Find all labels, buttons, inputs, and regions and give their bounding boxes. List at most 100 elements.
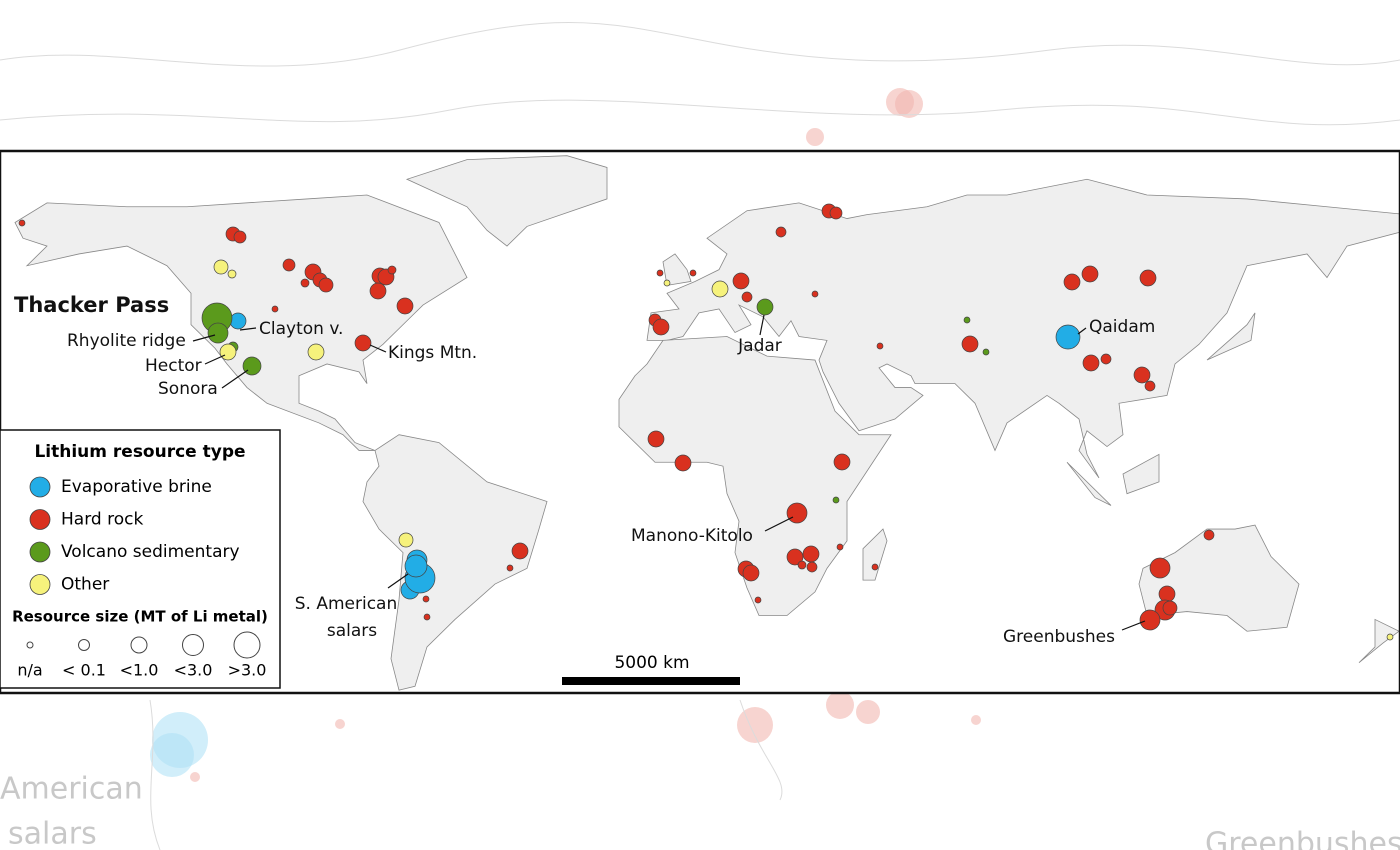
ghost-deposit xyxy=(737,707,773,743)
deposit xyxy=(387,265,397,275)
site-label: Clayton v. xyxy=(259,319,343,339)
deposit xyxy=(711,280,729,298)
site-label: Sonora xyxy=(158,379,218,399)
deposit xyxy=(300,278,310,288)
legend-size-swatch xyxy=(78,639,90,651)
ghost-deposit xyxy=(335,719,345,729)
ghost-coast xyxy=(0,22,1400,67)
deposit xyxy=(227,269,237,279)
deposit xyxy=(506,564,514,572)
deposit xyxy=(876,342,884,350)
ghost-label: salars xyxy=(8,817,97,850)
ghost-label: American xyxy=(0,772,143,807)
legend-swatch xyxy=(29,574,51,595)
scale-bar xyxy=(562,677,740,685)
ghost-deposit xyxy=(150,733,194,777)
leader-line xyxy=(221,369,249,389)
leader-line xyxy=(239,327,257,331)
ghost-deposit xyxy=(806,128,824,146)
deposit xyxy=(1139,609,1161,631)
deposit xyxy=(1063,273,1081,291)
deposit xyxy=(652,318,670,336)
deposit xyxy=(797,560,807,570)
legend-size-label: <1.0 xyxy=(120,661,159,680)
leader-line xyxy=(764,516,794,532)
legend-size-title: Resource size (MT of Li metal) xyxy=(12,608,268,626)
legend-size-label: < 0.1 xyxy=(62,661,106,680)
deposit xyxy=(663,279,671,287)
deposit xyxy=(775,226,787,238)
deposit xyxy=(963,316,971,324)
landmass xyxy=(862,528,888,581)
deposit xyxy=(229,312,247,330)
deposit xyxy=(233,230,247,244)
leader-line xyxy=(1121,620,1146,631)
leader-line xyxy=(759,314,765,336)
legend-size-swatch xyxy=(26,641,34,649)
scale-bar-label: 5000 km xyxy=(614,653,689,673)
legend-label: Other xyxy=(61,575,109,595)
deposit xyxy=(1082,354,1100,372)
landmass xyxy=(618,336,892,616)
deposit xyxy=(829,206,843,220)
deposit xyxy=(422,595,430,603)
legend-size-swatch xyxy=(130,636,148,654)
deposit xyxy=(982,348,990,356)
ghost-coast xyxy=(0,99,1400,126)
deposit xyxy=(1100,353,1112,365)
landmass xyxy=(646,178,1400,479)
deposit xyxy=(1162,600,1178,616)
deposit xyxy=(369,282,387,300)
landmass xyxy=(405,155,608,247)
landmass xyxy=(362,434,548,691)
legend-label: Hard rock xyxy=(61,510,143,530)
site-label: Greenbushes xyxy=(1003,627,1115,647)
site-label: Jadar xyxy=(737,336,782,356)
landmass xyxy=(1066,461,1112,506)
legend-swatch xyxy=(29,509,51,530)
deposit xyxy=(806,561,818,573)
map-frame xyxy=(0,149,1400,695)
deposit xyxy=(213,259,229,275)
deposit xyxy=(1055,324,1081,350)
legend: Lithium resource type Evaporative brine Ha… xyxy=(0,429,281,689)
ghost-deposit xyxy=(190,772,200,782)
ghost-deposit xyxy=(152,712,208,768)
deposit xyxy=(1149,557,1171,579)
legend-label: Volcano sedimentary xyxy=(61,542,240,562)
ghost-deposit xyxy=(856,700,880,724)
landmass xyxy=(662,253,692,286)
leader-line xyxy=(387,573,409,589)
deposit xyxy=(802,545,820,563)
deposit xyxy=(656,269,664,277)
legend-label: Evaporative brine xyxy=(61,477,212,497)
site-label: Manono-Kitolo xyxy=(631,526,753,546)
deposit xyxy=(1158,585,1176,603)
deposit xyxy=(396,297,414,315)
deposit xyxy=(1139,269,1157,287)
deposit xyxy=(207,322,229,344)
legend-swatch xyxy=(29,476,51,498)
leader-line xyxy=(204,354,226,365)
deposit xyxy=(271,305,279,313)
legend-size-label: >3.0 xyxy=(228,661,267,680)
landmass xyxy=(1122,453,1160,495)
deposit xyxy=(754,596,762,604)
deposit xyxy=(786,502,808,524)
site-label: salars xyxy=(327,621,377,641)
deposit xyxy=(219,343,237,361)
legend-swatch xyxy=(29,541,51,563)
deposit xyxy=(404,554,428,578)
deposit xyxy=(811,290,819,298)
deposit xyxy=(1081,265,1099,283)
deposit xyxy=(398,532,414,548)
site-label: S. American xyxy=(295,594,398,614)
deposit xyxy=(1203,529,1215,541)
landmass xyxy=(1206,312,1256,361)
legend-size-swatch xyxy=(233,631,261,659)
deposit xyxy=(318,277,334,293)
ghost-coast xyxy=(149,699,783,850)
deposits xyxy=(18,203,1394,641)
legend-size-label: n/a xyxy=(17,661,42,680)
